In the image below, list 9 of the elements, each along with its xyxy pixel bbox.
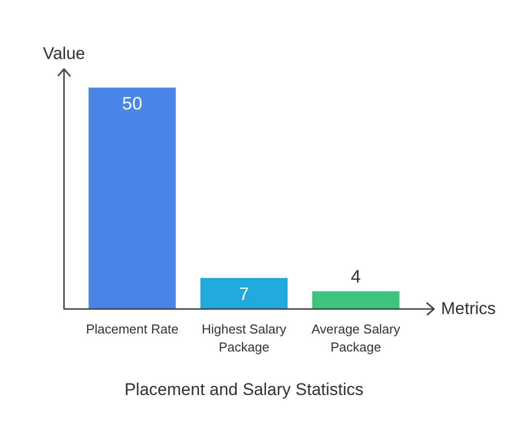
text: Placement and Salary Statistics [124, 380, 364, 399]
x-tick-label: Placement Rate [86, 322, 178, 336]
x-tick-label: Average Salary Package [311, 322, 401, 354]
data-label: 7 [238, 284, 250, 304]
x-tick-label: Highest Salary Package [202, 322, 287, 354]
x-axis-title: Metrics [441, 299, 496, 318]
y-axis-title: Value [42, 44, 86, 63]
data-label: 50 [122, 94, 142, 114]
data-label: 4 [350, 266, 361, 286]
